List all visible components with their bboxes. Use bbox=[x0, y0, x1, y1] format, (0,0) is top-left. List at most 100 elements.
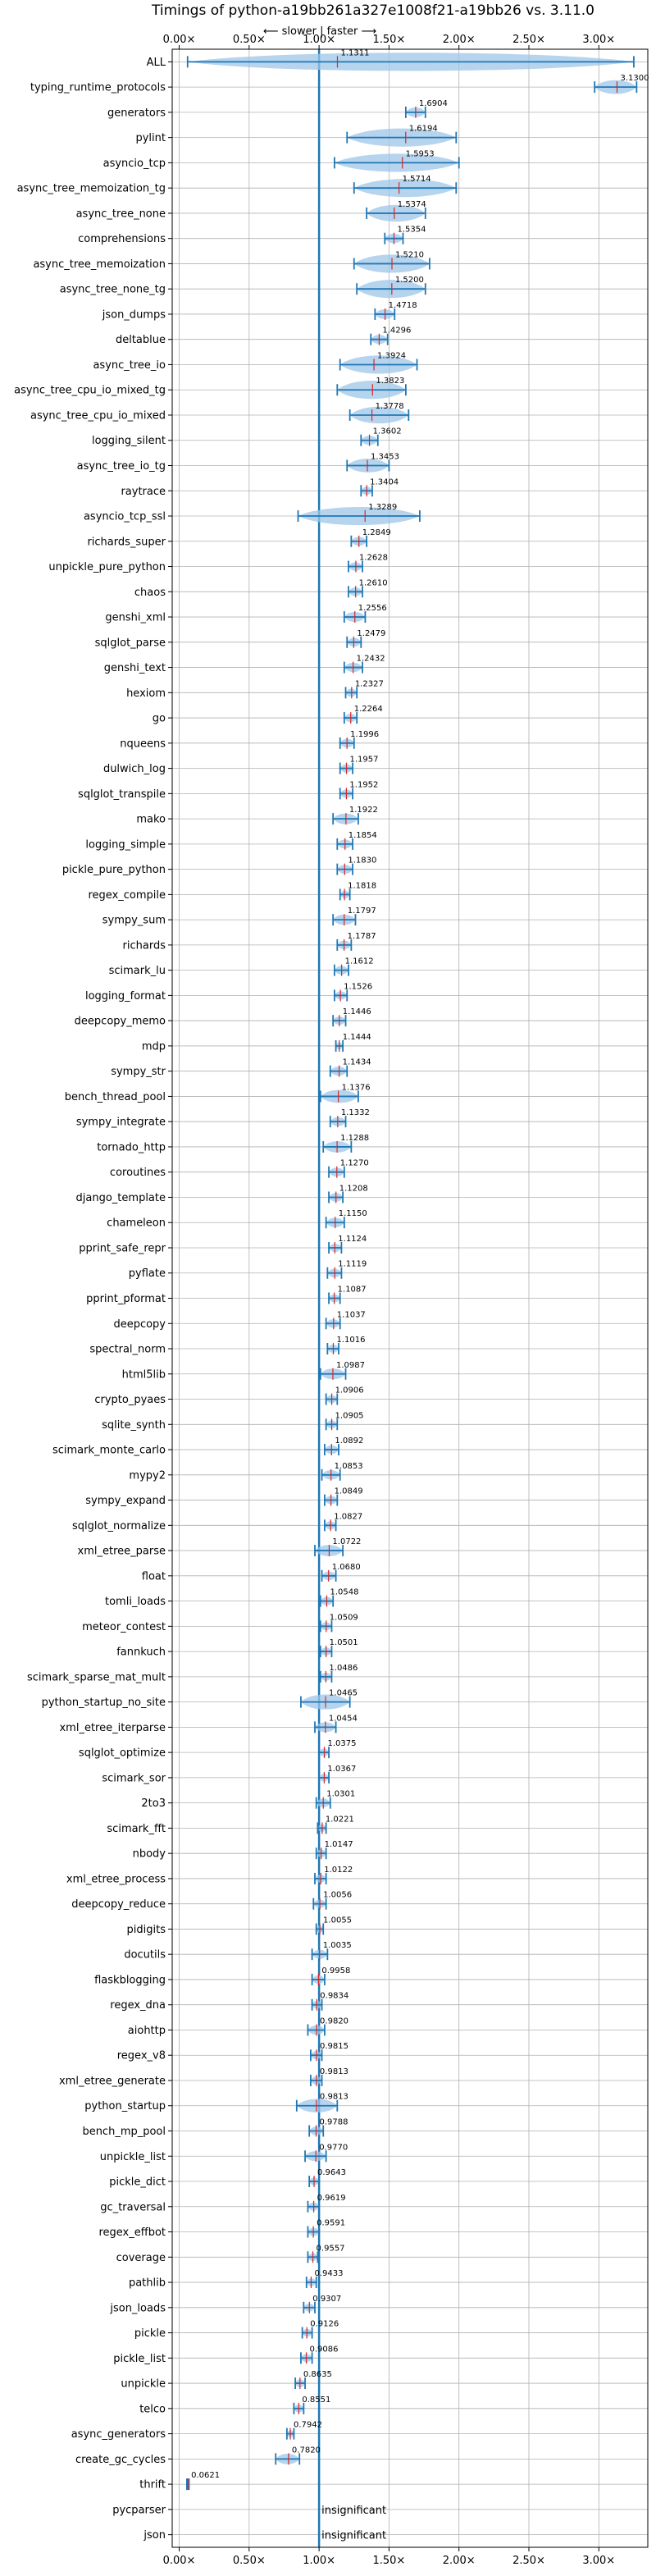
benchmark-name: sympy_sum bbox=[102, 915, 166, 927]
value-label: 1.2849 bbox=[362, 528, 391, 537]
tick-label-top: 0.00× bbox=[163, 34, 196, 46]
benchmark-name: regex_dna bbox=[110, 1999, 166, 2012]
value-label: 1.0147 bbox=[325, 1840, 353, 1849]
benchmark-name: float bbox=[142, 1570, 166, 1583]
benchmark-name: crypto_pyaes bbox=[94, 1394, 166, 1406]
value-label: 1.1124 bbox=[338, 1235, 367, 1244]
value-label: 1.1016 bbox=[336, 1336, 365, 1345]
tick-label-bottom: 2.00× bbox=[443, 2555, 476, 2567]
benchmark-name: genshi_text bbox=[104, 662, 166, 674]
benchmark-name: pickle_list bbox=[113, 2353, 166, 2365]
benchmark-name: async_tree_none bbox=[76, 208, 166, 220]
benchmark-name: hexiom bbox=[126, 687, 166, 700]
benchmark-name: sqlite_synth bbox=[102, 1419, 166, 1432]
benchmark-name: xml_etree_process bbox=[66, 1873, 166, 1885]
value-label: 3.1300 bbox=[620, 74, 649, 83]
value-label: 1.2264 bbox=[354, 705, 383, 714]
benchmark-name: xml_etree_generate bbox=[59, 2075, 166, 2087]
benchmark-name: sympy_expand bbox=[85, 1495, 166, 1507]
value-label: 1.2610 bbox=[359, 578, 388, 587]
benchmark-name: comprehensions bbox=[78, 233, 166, 245]
value-label: 1.0987 bbox=[336, 1361, 365, 1370]
value-label: 1.1854 bbox=[348, 831, 377, 840]
value-label: 1.0722 bbox=[332, 1537, 361, 1546]
value-label: 1.0892 bbox=[335, 1436, 363, 1446]
benchmark-name: deepcopy_memo bbox=[75, 1016, 166, 1028]
benchmark-name: pickle_pure_python bbox=[62, 864, 166, 876]
benchmark-name: richards_super bbox=[87, 536, 166, 548]
value-label: 1.1818 bbox=[348, 881, 376, 890]
benchmark-name: bench_mp_pool bbox=[82, 2126, 166, 2138]
value-label: 0.9813 bbox=[320, 2093, 348, 2102]
value-label: 1.0905 bbox=[335, 1411, 364, 1420]
tick-label-top: 2.00× bbox=[443, 34, 476, 46]
benchmark-name: richards bbox=[123, 939, 166, 952]
value-label: 0.9958 bbox=[321, 1966, 350, 1975]
x-axis-ticks: 0.00× 0.00× 0.50× 0.50× 1.00× 1.00× 1.50× 1.50×… bbox=[163, 34, 616, 2567]
value-label: 0.9834 bbox=[320, 1992, 348, 2001]
value-label: 1.1087 bbox=[338, 1286, 367, 1295]
value-label: 1.1270 bbox=[340, 1159, 369, 1168]
tick-label-bottom: 1.50× bbox=[372, 2555, 405, 2567]
value-label: 1.3289 bbox=[368, 503, 397, 512]
benchmark-name: unpickle_pure_python bbox=[48, 561, 166, 573]
value-label: 1.0301 bbox=[326, 1790, 355, 1799]
benchmark-name: telco bbox=[139, 2403, 166, 2415]
benchmark-name: sqlglot_optimize bbox=[79, 1747, 166, 1760]
benchmark-name: mypy2 bbox=[129, 1469, 166, 1482]
benchmark-name: pyflate bbox=[129, 1267, 166, 1280]
value-label: 1.3778 bbox=[376, 402, 404, 411]
benchmark-name: scimark_monte_carlo bbox=[52, 1445, 166, 1457]
value-label: 1.5714 bbox=[403, 175, 431, 184]
benchmark-name: pathlib bbox=[129, 2277, 166, 2290]
value-label: 1.2479 bbox=[357, 629, 385, 638]
benchmark-name: async_tree_none_tg bbox=[60, 284, 166, 296]
tick-label-bottom: 0.00× bbox=[163, 2555, 196, 2567]
benchmark-name: scimark_sor bbox=[102, 1772, 166, 1784]
chart-subtitle: ⟵ slower | faster ⟶ bbox=[263, 25, 376, 38]
value-label: 1.0853 bbox=[335, 1462, 363, 1471]
benchmark-name: sympy_integrate bbox=[76, 1117, 166, 1129]
value-label: 1.0035 bbox=[323, 1941, 352, 1950]
benchmark-name: sympy_str bbox=[111, 1066, 166, 1078]
insignificant-label: insignificant bbox=[321, 2505, 386, 2517]
value-label: 1.0367 bbox=[327, 1765, 356, 1774]
value-label: 1.3823 bbox=[376, 377, 404, 386]
value-label: 0.9126 bbox=[310, 2320, 339, 2329]
benchmark-name: json bbox=[143, 2529, 166, 2542]
value-label: 1.0122 bbox=[324, 1866, 353, 1875]
value-label: 1.6194 bbox=[409, 125, 438, 134]
value-label: 1.1996 bbox=[350, 730, 379, 739]
benchmark-name: pycparser bbox=[112, 2504, 166, 2516]
benchmark-name: python_startup_no_site bbox=[42, 1697, 166, 1709]
value-label: 1.1957 bbox=[350, 756, 379, 765]
chart-title: Timings of python-a19bb261a327e1008f21-a… bbox=[151, 2, 594, 19]
benchmark-name: pidigits bbox=[127, 1924, 166, 1936]
value-label: 0.9788 bbox=[320, 2118, 348, 2127]
benchmark-name: bench_thread_pool bbox=[65, 1091, 166, 1103]
value-label: 1.0501 bbox=[330, 1638, 358, 1647]
value-label: 1.0906 bbox=[335, 1386, 364, 1395]
tick-label-top: 1.50× bbox=[372, 34, 405, 46]
value-label: 1.6904 bbox=[419, 99, 448, 108]
value-label: 1.1830 bbox=[348, 856, 376, 866]
value-label: 0.9307 bbox=[312, 2295, 341, 2304]
benchmark-name: unpickle_list bbox=[100, 2151, 166, 2163]
benchmark-name: tornado_http bbox=[97, 1141, 166, 1153]
value-label: 1.0486 bbox=[329, 1664, 358, 1673]
value-label: 1.1037 bbox=[337, 1310, 366, 1319]
benchmark-name: sqlglot_parse bbox=[95, 637, 166, 649]
value-label: 0.8635 bbox=[303, 2370, 332, 2379]
benchmark-name: async_tree_cpu_io_mixed bbox=[30, 409, 166, 422]
benchmark-name: async_generators bbox=[71, 2428, 166, 2441]
value-label: 1.1208 bbox=[339, 1184, 368, 1193]
benchmark-name: generators bbox=[107, 107, 166, 119]
value-label: 1.1332 bbox=[341, 1108, 370, 1117]
benchmark-name: tomli_loads bbox=[105, 1596, 166, 1608]
tick-label-top: 0.50× bbox=[233, 34, 266, 46]
benchmark-name: thrift bbox=[139, 2479, 166, 2492]
benchmark-name: nqueens bbox=[120, 738, 166, 750]
value-label: 0.9770 bbox=[319, 2143, 348, 2152]
tick-label-bottom: 2.50× bbox=[512, 2555, 545, 2567]
value-label: 1.1952 bbox=[349, 780, 378, 789]
